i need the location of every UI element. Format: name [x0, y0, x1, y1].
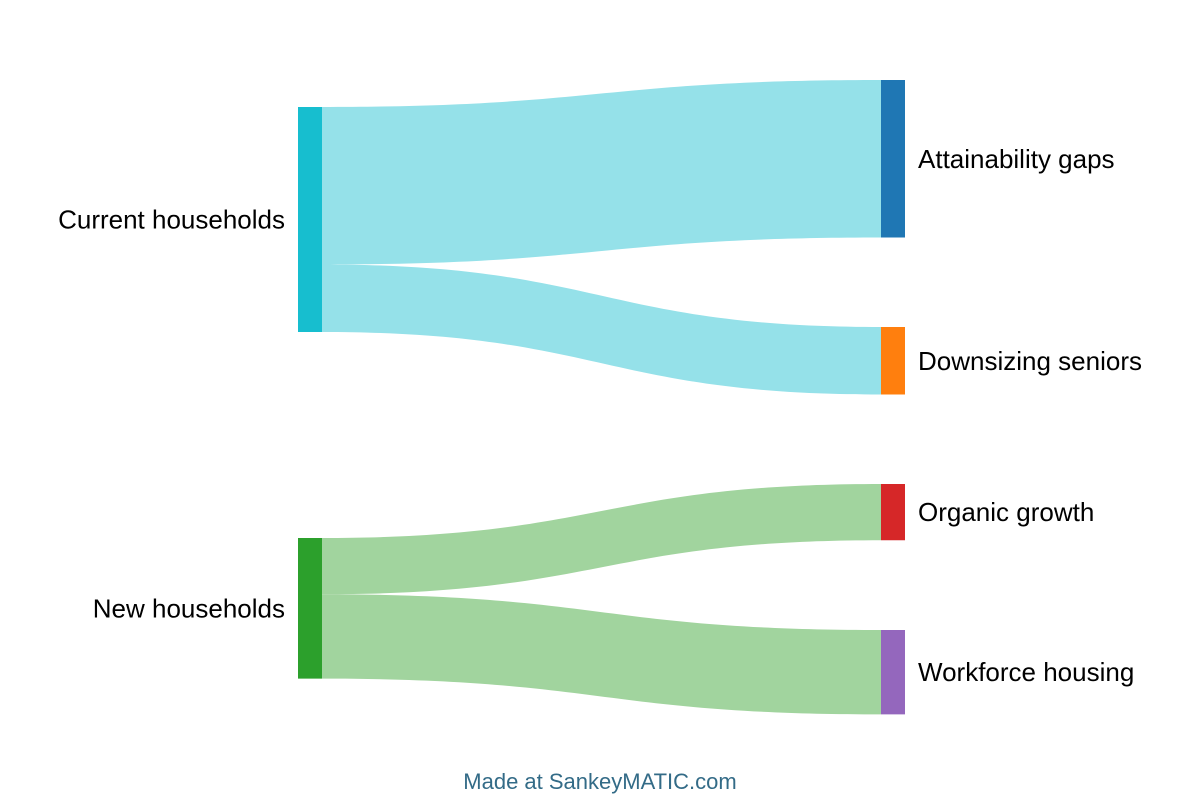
node-label-downsize: Downsizing seniors — [918, 346, 1142, 376]
flow-current-to-downsize[interactable] — [322, 264, 881, 395]
node-label-attain: Attainability gaps — [918, 144, 1115, 174]
node-downsize[interactable] — [881, 327, 905, 395]
nodes-layer — [298, 80, 905, 715]
flows-layer — [322, 80, 881, 715]
flow-current-to-attain[interactable] — [322, 80, 881, 265]
node-label-new: New households — [93, 593, 285, 623]
node-label-current: Current households — [58, 205, 285, 235]
node-workforce[interactable] — [881, 630, 905, 715]
node-organic[interactable] — [881, 484, 905, 541]
labels-layer: Current households New households Attainab… — [58, 144, 1142, 687]
node-new[interactable] — [298, 538, 322, 679]
node-label-organic: Organic growth — [918, 497, 1094, 527]
node-attain[interactable] — [881, 80, 905, 238]
sankeymatic-credit[interactable]: Made at SankeyMATIC.com — [463, 769, 736, 794]
flow-new-to-workforce[interactable] — [322, 594, 881, 715]
node-current[interactable] — [298, 107, 322, 332]
node-label-workforce: Workforce housing — [918, 657, 1134, 687]
flow-new-to-organic[interactable] — [322, 484, 881, 595]
